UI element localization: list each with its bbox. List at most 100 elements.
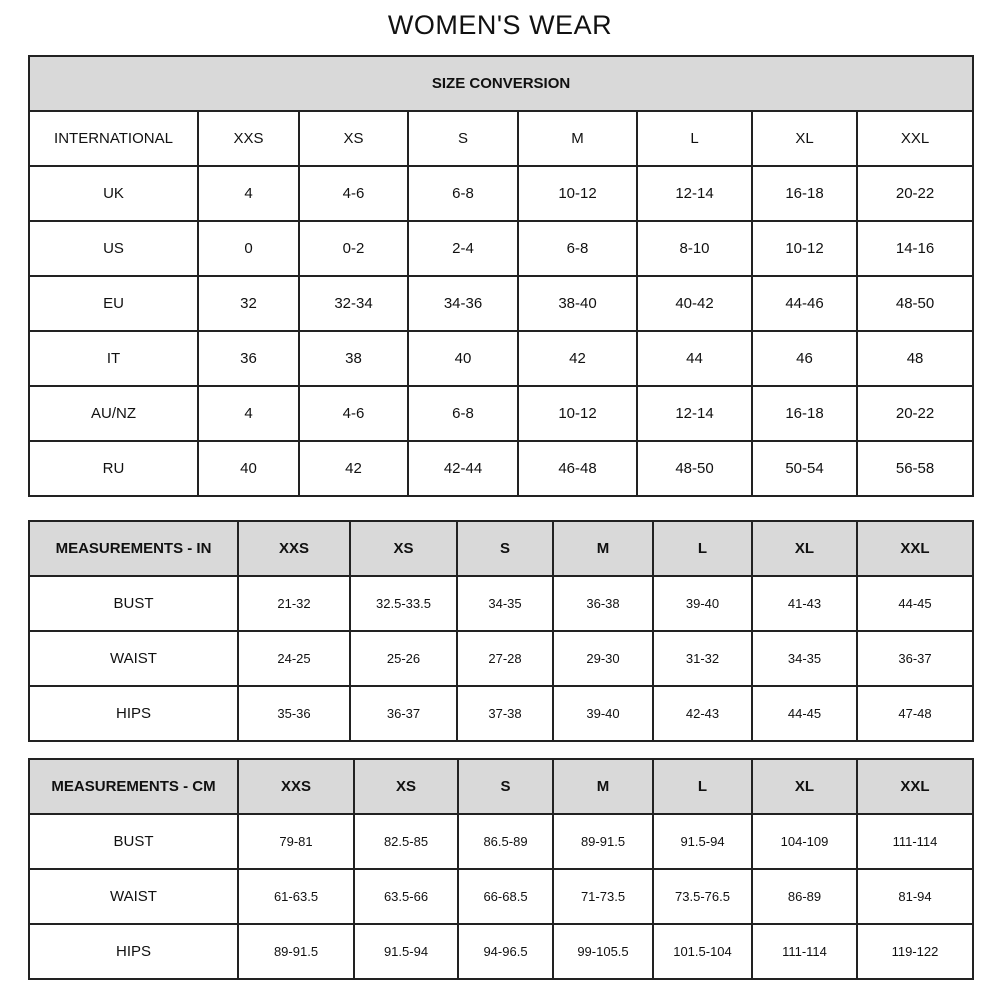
row-label: IT (28, 330, 199, 387)
table-cell: 101.5-104 (652, 923, 753, 980)
table-cell: 6-8 (407, 385, 519, 442)
table-cell: 20-22 (855, 165, 975, 222)
table-cell: 111-114 (856, 813, 974, 870)
column-header: XS (298, 110, 409, 167)
page-title: WOMEN'S WEAR (387, 10, 613, 40)
column-header: XS (349, 520, 458, 577)
column-header: S (407, 110, 519, 167)
row-label: AU/NZ (28, 385, 199, 442)
table-cell: 14-16 (855, 220, 975, 277)
table-cell: 25-26 (349, 630, 458, 687)
table-cell: 4-6 (298, 385, 409, 442)
column-header: XL (751, 520, 858, 577)
table-row: EU 32 32-34 34-36 38-40 40-42 44-46 48-50 (28, 275, 975, 332)
table-cell: 47-48 (856, 685, 974, 742)
row-label: US (28, 220, 199, 277)
size-conversion-heading: SIZE CONVERSION (27, 55, 975, 112)
table-cell: 32-34 (298, 275, 409, 332)
table-cell: 50-54 (751, 440, 858, 497)
table-cell: 99-105.5 (552, 923, 654, 980)
table-cell: 48-50 (855, 275, 975, 332)
table-cell: 40 (197, 440, 300, 497)
table-cell: 42-43 (652, 685, 753, 742)
table-cell: 111-114 (751, 923, 858, 980)
table-row: IT 36 38 40 42 44 46 48 (28, 330, 975, 387)
column-header: XL (751, 758, 858, 815)
table-cell: 44-45 (751, 685, 858, 742)
table-row: WAIST 61-63.5 63.5-66 66-68.5 71-73.5 73.5-76… (28, 868, 974, 925)
table-cell: 40 (407, 330, 519, 387)
column-header: XXL (856, 758, 974, 815)
table-cell: 81-94 (856, 868, 974, 925)
column-header: S (457, 758, 554, 815)
table-cell: 42 (517, 330, 638, 387)
table-cell: 48-50 (636, 440, 753, 497)
column-header: L (652, 520, 753, 577)
column-header: XXS (237, 520, 351, 577)
row-label: BUST (28, 575, 239, 632)
table-cell: 0 (197, 220, 300, 277)
row-label: MEASUREMENTS - IN (28, 520, 239, 577)
table-row: WAIST 24-25 25-26 27-28 29-30 31-32 34-35 36-37 (28, 630, 974, 687)
row-label: UK (28, 165, 199, 222)
table-cell: 0-2 (298, 220, 409, 277)
table-row: BUST 79-81 82.5-85 86.5-89 89-91.5 91.5-94 104… (28, 813, 974, 870)
column-header: XS (353, 758, 459, 815)
table-cell: 63.5-66 (353, 868, 459, 925)
table-cell: 4 (197, 385, 300, 442)
header-row: MEASUREMENTS - IN XXS XS S M L XL XXL (28, 520, 974, 577)
table-row: HIPS 89-91.5 91.5-94 94-96.5 99-105.5 101.5-1… (28, 923, 974, 980)
table-cell: 37-38 (456, 685, 554, 742)
table-cell: 10-12 (751, 220, 858, 277)
table-cell: 4-6 (298, 165, 409, 222)
table-cell: 34-35 (751, 630, 858, 687)
table-cell: 104-109 (751, 813, 858, 870)
table-cell: 8-10 (636, 220, 753, 277)
header-row: INTERNATIONAL XXS XS S M L XL XXL (28, 110, 975, 167)
column-header: XL (751, 110, 858, 167)
table-cell: 79-81 (237, 813, 355, 870)
table-cell: 48 (855, 330, 975, 387)
table-cell: 91.5-94 (353, 923, 459, 980)
table-cell: 38-40 (517, 275, 638, 332)
column-header: M (552, 520, 654, 577)
column-header: XXL (855, 110, 975, 167)
column-header: XXS (197, 110, 300, 167)
table-cell: 6-8 (517, 220, 638, 277)
table-cell: 34-35 (456, 575, 554, 632)
table-cell: 82.5-85 (353, 813, 459, 870)
table-cell: 16-18 (751, 385, 858, 442)
column-header: L (636, 110, 753, 167)
table-row: AU/NZ 4 4-6 6-8 10-12 12-14 16-18 20-22 (28, 385, 975, 442)
table-cell: 44 (636, 330, 753, 387)
row-label: HIPS (28, 923, 239, 980)
table-row: BUST 21-32 32.5-33.5 34-35 36-38 39-40 41-43 44… (28, 575, 974, 632)
table-cell: 12-14 (636, 165, 753, 222)
table-cell: 12-14 (636, 385, 753, 442)
table-cell: 89-91.5 (552, 813, 654, 870)
table-cell: 32 (197, 275, 300, 332)
table-cell: 41-43 (751, 575, 858, 632)
table-cell: 36-37 (349, 685, 458, 742)
table-cell: 89-91.5 (237, 923, 355, 980)
table-cell: 20-22 (855, 385, 975, 442)
table-row: RU 40 42 42-44 46-48 48-50 50-54 56-58 (28, 440, 975, 497)
table-cell: 42-44 (407, 440, 519, 497)
table-cell: 39-40 (552, 685, 654, 742)
table-cell: 42 (298, 440, 409, 497)
table-cell: 36-37 (856, 630, 974, 687)
table-cell: 86.5-89 (457, 813, 554, 870)
table-cell: 36-38 (552, 575, 654, 632)
table-cell: 44-46 (751, 275, 858, 332)
table-cell: 24-25 (237, 630, 351, 687)
table-row: HIPS 35-36 36-37 37-38 39-40 42-43 44-45 47-48 (28, 685, 974, 742)
table-cell: 29-30 (552, 630, 654, 687)
header-row: MEASUREMENTS - CM XXS XS S M L XL XXL (28, 758, 974, 815)
table-cell: 35-36 (237, 685, 351, 742)
table-cell: 10-12 (517, 385, 638, 442)
row-label: MEASUREMENTS - CM (28, 758, 239, 815)
table-cell: 56-58 (855, 440, 975, 497)
table-cell: 46 (751, 330, 858, 387)
table-cell: 39-40 (652, 575, 753, 632)
column-header: S (456, 520, 554, 577)
